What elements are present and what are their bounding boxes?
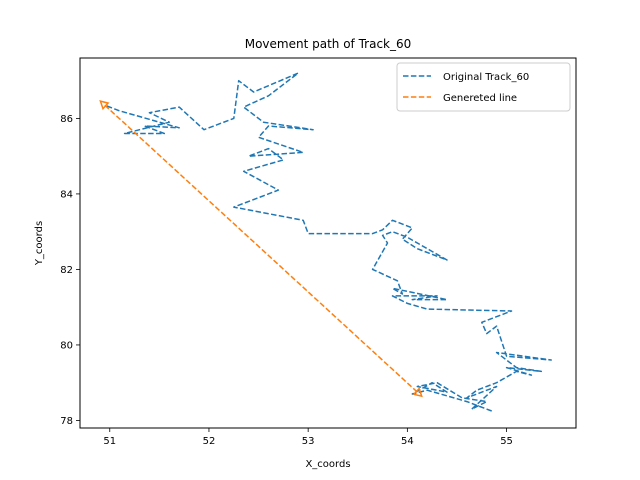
- generated-line-end-marker: [412, 387, 423, 398]
- plot-area: 51 52 53 54 55 78 80 82 84 86: [60, 57, 577, 447]
- legend-box: [396, 62, 571, 112]
- y-tick-label: 82: [60, 265, 73, 276]
- x-tick-label: 54: [401, 436, 414, 447]
- y-tick-label: 78: [60, 416, 73, 427]
- plot-background: [80, 58, 576, 428]
- chart-title: Movement path of Track_60: [245, 37, 412, 51]
- legend-label-original-track: Original Track_60: [443, 72, 529, 83]
- y-tick-label: 80: [60, 340, 73, 351]
- x-tick-label: 55: [500, 436, 513, 447]
- x-tick-label: 53: [302, 436, 315, 447]
- y-axis-label: Y_coords: [34, 221, 45, 266]
- legend-label-generated-line: Genereted line: [443, 93, 517, 104]
- series-layer: [99, 72, 552, 412]
- generated-line-start-marker: [99, 100, 110, 111]
- x-tick-label: 51: [103, 436, 116, 447]
- series-line-original-track: [104, 72, 552, 412]
- y-tick-label: 84: [60, 189, 73, 200]
- legend: Original Track_60 Genereted line: [396, 62, 571, 112]
- ticks-layer: 51 52 53 54 55 78 80 82 84 86: [60, 114, 513, 447]
- x-tick-label: 52: [203, 436, 216, 447]
- plot-border: [79, 57, 577, 429]
- y-tick-label: 86: [60, 114, 73, 125]
- x-axis-label: X_coords: [305, 459, 350, 470]
